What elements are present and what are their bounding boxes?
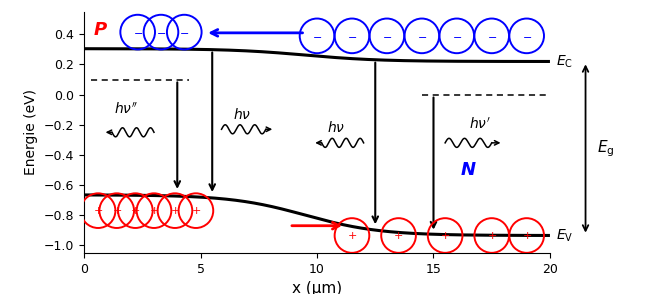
Text: $+$: $+$ [112, 205, 122, 216]
Text: $+$: $+$ [149, 205, 159, 216]
Text: $E_\mathrm{V}$: $E_\mathrm{V}$ [556, 227, 574, 244]
Text: N: N [461, 161, 476, 179]
Text: $-$: $-$ [179, 27, 190, 37]
Text: $h\nu'$: $h\nu'$ [469, 117, 491, 132]
Y-axis label: Energie (eV): Energie (eV) [25, 89, 38, 175]
Text: $-$: $-$ [521, 31, 532, 41]
Text: $h\nu$: $h\nu$ [327, 120, 345, 135]
Text: $E_\mathrm{g}$: $E_\mathrm{g}$ [597, 138, 615, 159]
Text: $-$: $-$ [452, 31, 462, 41]
Text: $E_\mathrm{C}$: $E_\mathrm{C}$ [556, 53, 573, 70]
Text: $-$: $-$ [347, 31, 357, 41]
Text: $+$: $+$ [440, 230, 450, 241]
Text: $h\nu''$: $h\nu''$ [114, 102, 138, 117]
Text: $+$: $+$ [191, 205, 201, 216]
Text: $+$: $+$ [393, 230, 404, 241]
Text: $-$: $-$ [133, 27, 143, 37]
Text: $-$: $-$ [382, 31, 392, 41]
Text: $+$: $+$ [347, 230, 357, 241]
Text: $-$: $-$ [312, 31, 322, 41]
Text: $+$: $+$ [93, 205, 103, 216]
Text: $-$: $-$ [156, 27, 166, 37]
Text: $-$: $-$ [417, 31, 427, 41]
X-axis label: x (μm): x (μm) [292, 281, 342, 294]
Text: P: P [93, 21, 107, 39]
Text: $+$: $+$ [130, 205, 140, 216]
Text: $+$: $+$ [521, 230, 532, 241]
Text: $+$: $+$ [170, 205, 180, 216]
Text: $-$: $-$ [487, 31, 497, 41]
Text: $h\nu$: $h\nu$ [234, 107, 252, 122]
Text: $+$: $+$ [487, 230, 497, 241]
